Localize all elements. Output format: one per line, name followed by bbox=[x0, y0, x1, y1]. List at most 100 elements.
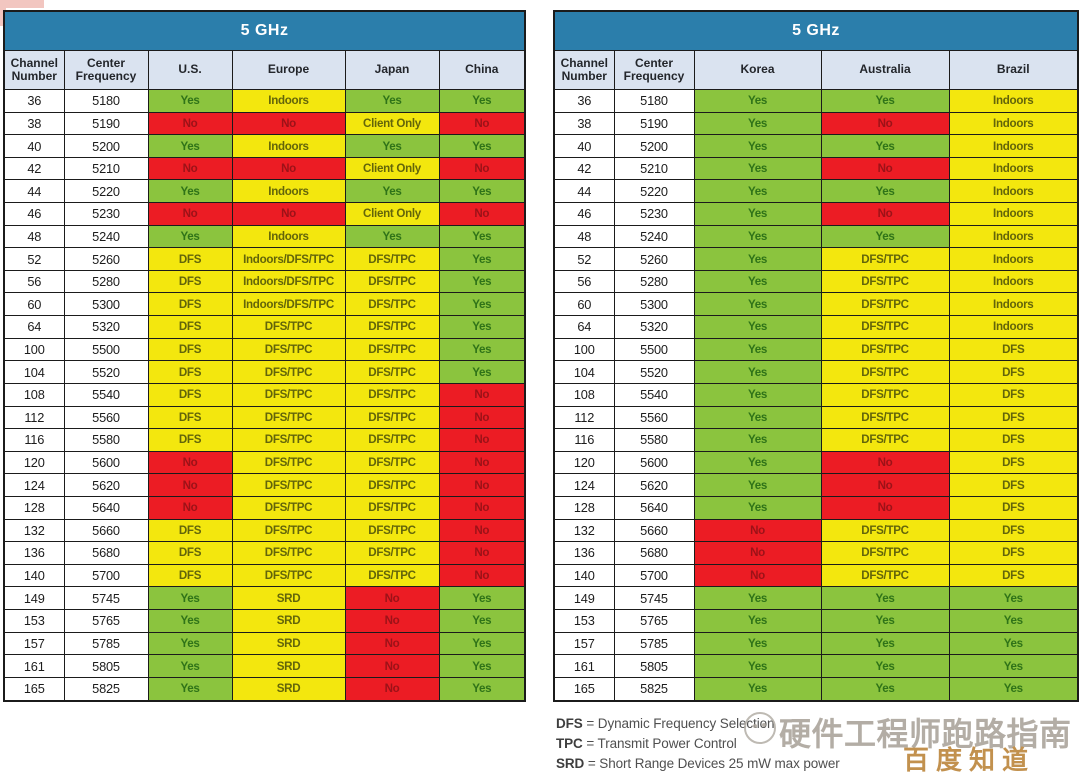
table-row: 36 5180 Yes Indoors Yes Yes bbox=[3, 89, 526, 113]
status-cell: Yes bbox=[693, 269, 822, 294]
channel-cell: 132 bbox=[553, 518, 615, 543]
status-cell: DFS/TPC bbox=[344, 495, 440, 520]
frequency-cell: 5825 bbox=[63, 676, 149, 702]
legend-abbr: SRD bbox=[556, 756, 585, 771]
status-cell: Yes bbox=[147, 179, 233, 204]
channel-cell: 153 bbox=[3, 609, 65, 633]
status-cell: Client Only bbox=[344, 156, 440, 181]
frequency-cell: 5785 bbox=[613, 631, 695, 656]
status-cell: No bbox=[147, 473, 233, 497]
status-cell: DFS bbox=[948, 360, 1079, 384]
status-cell: DFS/TPC bbox=[231, 360, 346, 384]
channel-cell: 46 bbox=[553, 202, 615, 226]
frequency-cell: 5560 bbox=[63, 405, 149, 430]
status-cell: DFS/TPC bbox=[344, 247, 440, 271]
status-cell: DFS/TPC bbox=[344, 315, 440, 339]
table-row: 64 5320 Yes DFS/TPC Indoors bbox=[553, 315, 1079, 339]
status-cell: No bbox=[438, 473, 526, 497]
status-cell: DFS bbox=[147, 269, 233, 294]
status-cell: Yes bbox=[820, 179, 950, 204]
status-cell: Yes bbox=[948, 609, 1079, 633]
frequency-cell: 5580 bbox=[613, 428, 695, 452]
status-cell: Yes bbox=[693, 360, 822, 384]
status-cell: Yes bbox=[438, 269, 526, 294]
status-cell: Indoors bbox=[948, 156, 1079, 181]
status-cell: No bbox=[147, 450, 233, 475]
status-cell: Indoors bbox=[231, 179, 346, 204]
status-cell: Yes bbox=[693, 292, 822, 317]
frequency-cell: 5520 bbox=[63, 360, 149, 384]
status-cell: Yes bbox=[693, 609, 822, 633]
frequency-cell: 5260 bbox=[63, 247, 149, 271]
channel-cell: 124 bbox=[553, 473, 615, 497]
table-row: 149 5745 Yes Yes Yes bbox=[553, 586, 1079, 611]
table-row: 157 5785 Yes Yes Yes bbox=[553, 631, 1079, 656]
status-cell: SRD bbox=[231, 676, 346, 702]
table-row: 56 5280 Yes DFS/TPC Indoors bbox=[553, 269, 1079, 294]
status-cell: DFS/TPC bbox=[820, 269, 950, 294]
status-cell: Yes bbox=[438, 315, 526, 339]
status-cell: Indoors/DFS/TPC bbox=[231, 269, 346, 294]
status-cell: Yes bbox=[438, 360, 526, 384]
status-cell: DFS bbox=[948, 382, 1079, 407]
status-cell: Yes bbox=[693, 450, 822, 475]
channel-cell: 104 bbox=[553, 360, 615, 384]
status-cell: Yes bbox=[948, 586, 1079, 611]
status-cell: Yes bbox=[438, 292, 526, 317]
status-cell: Yes bbox=[693, 382, 822, 407]
channel-cell: 132 bbox=[3, 518, 65, 543]
status-cell: Yes bbox=[693, 654, 822, 678]
table-row: 153 5765 Yes SRD No Yes bbox=[3, 609, 526, 633]
column-header: Center Frequency bbox=[63, 50, 149, 90]
table-title: 5 GHz bbox=[3, 10, 526, 51]
status-cell: DFS/TPC bbox=[820, 315, 950, 339]
frequency-cell: 5765 bbox=[613, 609, 695, 633]
status-cell: DFS bbox=[147, 292, 233, 317]
status-cell: Yes bbox=[820, 134, 950, 158]
legend-text: = Transmit Power Control bbox=[586, 736, 737, 751]
channel-cell: 157 bbox=[3, 631, 65, 656]
frequency-cell: 5540 bbox=[63, 382, 149, 407]
frequency-cell: 5240 bbox=[613, 224, 695, 249]
column-header: Center Frequency bbox=[613, 50, 695, 90]
status-cell: DFS bbox=[147, 360, 233, 384]
frequency-cell: 5825 bbox=[613, 676, 695, 702]
table-row: 52 5260 DFS Indoors/DFS/TPC DFS/TPC Yes bbox=[3, 247, 526, 271]
status-cell: DFS bbox=[147, 541, 233, 565]
status-cell: Yes bbox=[693, 405, 822, 430]
status-cell: DFS/TPC bbox=[231, 315, 346, 339]
status-cell: DFS/TPC bbox=[344, 269, 440, 294]
status-cell: DFS bbox=[948, 473, 1079, 497]
table-row: 153 5765 Yes Yes Yes bbox=[553, 609, 1079, 633]
channel-cell: 140 bbox=[3, 563, 65, 588]
frequency-cell: 5280 bbox=[63, 269, 149, 294]
frequency-cell: 5660 bbox=[63, 518, 149, 543]
channel-cell: 46 bbox=[3, 202, 65, 226]
channel-cell: 108 bbox=[3, 382, 65, 407]
status-cell: DFS/TPC bbox=[820, 518, 950, 543]
status-cell: Indoors/DFS/TPC bbox=[231, 292, 346, 317]
table-row: 116 5580 Yes DFS/TPC DFS bbox=[553, 428, 1079, 452]
status-cell: DFS bbox=[147, 428, 233, 452]
table-row: 100 5500 DFS DFS/TPC DFS/TPC Yes bbox=[3, 337, 526, 362]
status-cell: DFS/TPC bbox=[231, 337, 346, 362]
frequency-cell: 5765 bbox=[63, 609, 149, 633]
frequency-cell: 5805 bbox=[63, 654, 149, 678]
channel-cell: 112 bbox=[3, 405, 65, 430]
status-cell: No bbox=[693, 563, 822, 588]
status-cell: DFS/TPC bbox=[820, 541, 950, 565]
status-cell: No bbox=[344, 586, 440, 611]
status-cell: DFS/TPC bbox=[344, 518, 440, 543]
status-cell: DFS bbox=[948, 495, 1079, 520]
status-cell: Yes bbox=[344, 179, 440, 204]
table-row: 128 5640 Yes No DFS bbox=[553, 495, 1079, 520]
status-cell: DFS/TPC bbox=[820, 337, 950, 362]
status-cell: DFS/TPC bbox=[231, 563, 346, 588]
status-cell: DFS bbox=[948, 337, 1079, 362]
frequency-cell: 5200 bbox=[613, 134, 695, 158]
status-cell: Indoors bbox=[948, 134, 1079, 158]
status-cell: DFS/TPC bbox=[344, 337, 440, 362]
status-cell: Yes bbox=[693, 134, 822, 158]
status-cell: Yes bbox=[147, 631, 233, 656]
